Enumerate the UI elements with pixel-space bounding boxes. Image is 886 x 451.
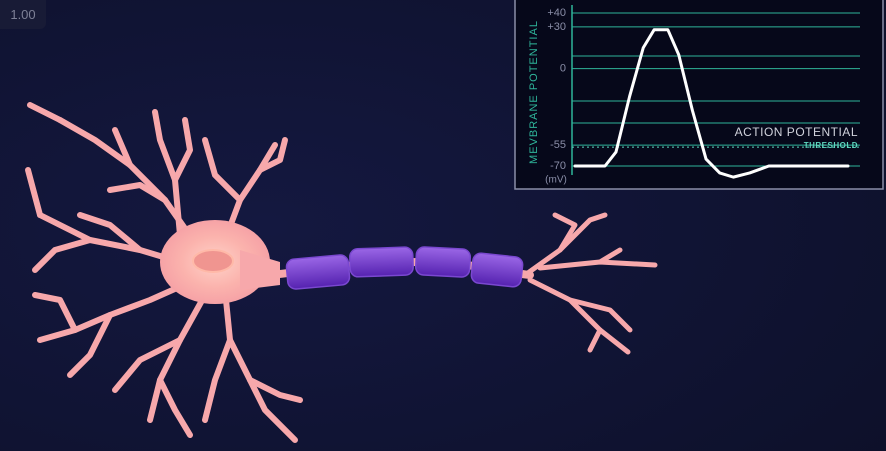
graph-panel: MEVBRANE POTENTIAL (mV) ACTION POTENTIAL…: [514, 0, 884, 190]
y-tick-label: 0: [560, 63, 566, 75]
annotation: ACTION POTENTIAL: [735, 125, 858, 139]
y-tick-label: -55: [550, 139, 566, 151]
y-axis-label: MEVBRANE POTENTIAL: [528, 20, 540, 164]
decor-grid: [572, 55, 860, 124]
y-unit: (mV): [545, 175, 567, 186]
y-tick-label: -70: [550, 160, 566, 172]
y-tick-label: +30: [547, 21, 566, 33]
nucleus: [192, 249, 234, 273]
axon-hillock: [240, 250, 280, 290]
threshold-label: THRESHOLD: [804, 141, 858, 150]
myelin-sheaths: [285, 246, 524, 290]
speed-badge[interactable]: 1.00: [0, 0, 46, 29]
graph-frame: [514, 0, 884, 190]
membrane-curve: [573, 28, 850, 179]
y-tick-label: +40: [547, 7, 566, 19]
